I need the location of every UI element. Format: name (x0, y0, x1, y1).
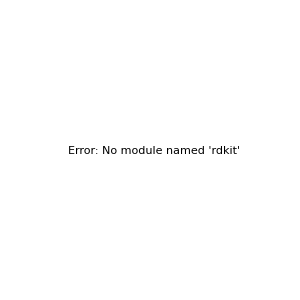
Text: Error: No module named 'rdkit': Error: No module named 'rdkit' (68, 146, 240, 157)
